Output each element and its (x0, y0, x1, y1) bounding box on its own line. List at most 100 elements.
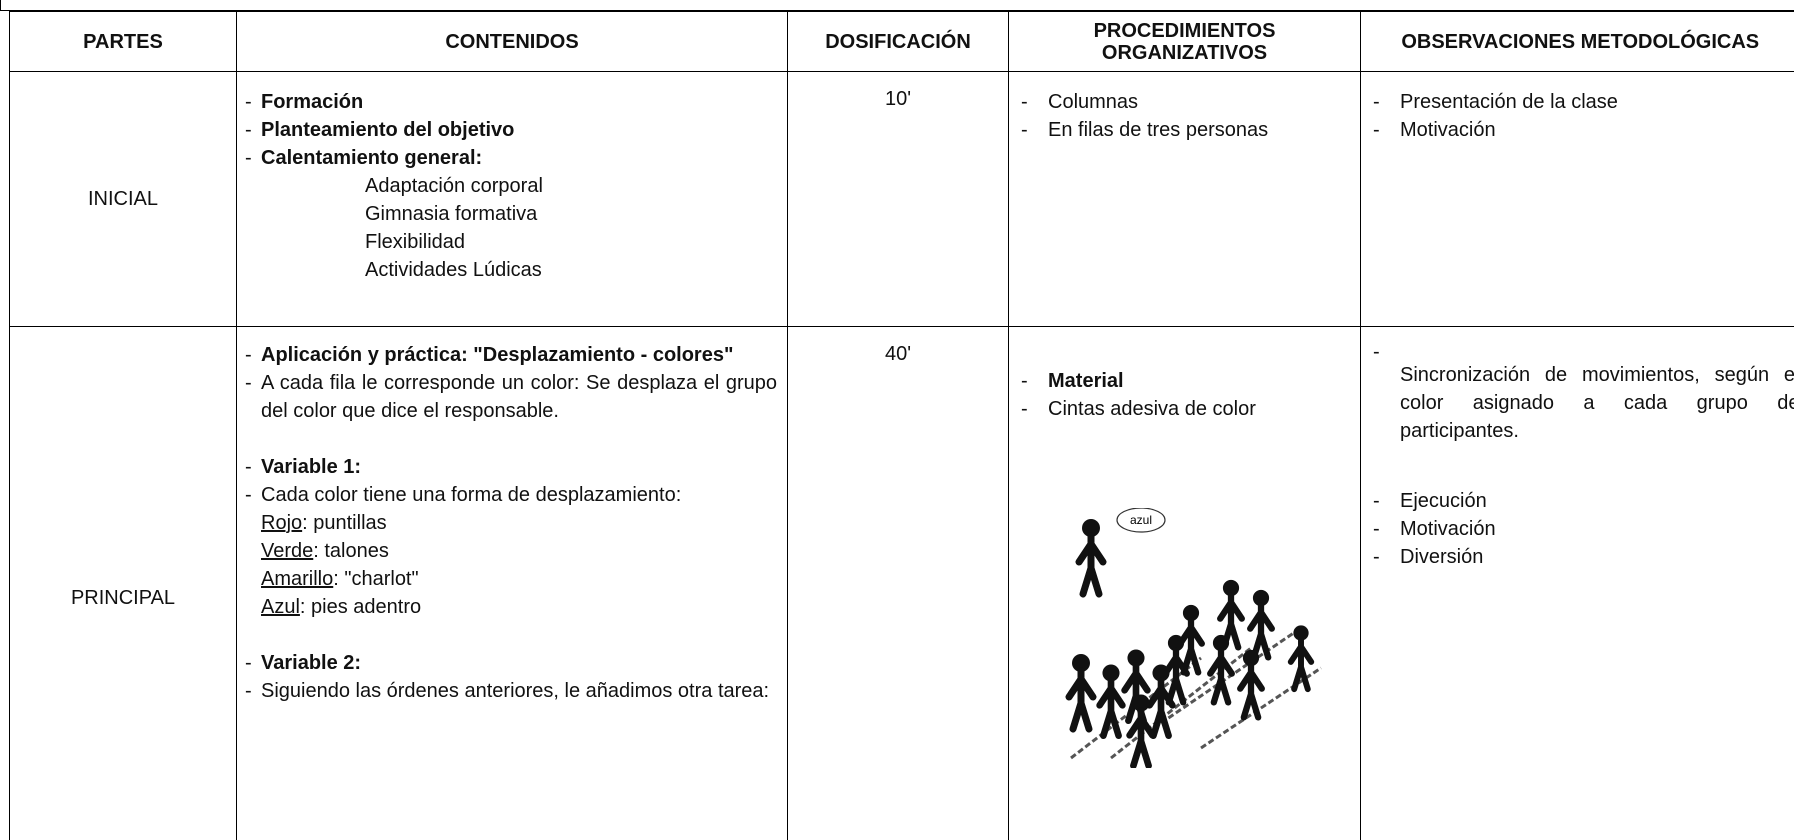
top-rule (0, 10, 1794, 11)
observations-cell: - Sincronización de movimientos, según el… (1360, 326, 1794, 840)
item-text: Cada color tiene una forma de desplazami… (261, 484, 682, 506)
item-text: Cintas adesiva de color (1048, 398, 1256, 420)
figure-head (1152, 664, 1170, 682)
speech-bubble (1116, 508, 1166, 533)
list-marker: - (1373, 341, 1380, 363)
list-item: - Motivación (1373, 116, 1790, 144)
list-item: - Ejecución (1373, 487, 1794, 515)
cell-content: - Material - Cintas adesiva de color azul (1009, 327, 1360, 768)
item-text: Variable 1: (261, 456, 362, 478)
list-item: - Presentación de la clase (1373, 88, 1790, 116)
list-marker: - (1373, 91, 1380, 113)
item-group: - Columnas - En filas de tres personas (1021, 88, 1350, 144)
figure-head (1167, 634, 1185, 652)
contents-cell: - Formación - Planteamiento del objetivo - Ca… (236, 71, 788, 327)
list-marker: - (245, 484, 252, 506)
list-item: Actividades Lúdicas (245, 256, 777, 284)
item-text: Variable 2: (261, 652, 362, 674)
observations-cell: - Presentación de la clase - Motivación (1360, 71, 1794, 327)
list-item: - Planteamiento del objetivo (245, 116, 777, 144)
list-item: - Formación (245, 88, 777, 116)
table-row: PRINCIPAL - Aplicación y práctica: "Despla… (9, 326, 1794, 840)
stick-figure (1247, 589, 1275, 661)
contents-cell: - Aplicación y práctica: "Desplazamiento … (236, 326, 788, 840)
figure-body (1065, 667, 1097, 733)
stick-figure (1207, 634, 1235, 706)
cell-content: - Aplicación y práctica: "Desplazamiento … (237, 327, 787, 705)
list-item: Sincronización de movimientos, según el … (1373, 361, 1794, 445)
item-text: : puntillas (302, 512, 387, 534)
item-text: Actividades Lúdicas (365, 259, 542, 281)
table-row: INICIAL - Formación - Planteamiento del obje… (9, 71, 1794, 327)
floor-tape (1200, 666, 1322, 750)
procedures-cell: - Columnas - En filas de tres personas (1008, 71, 1361, 327)
list-item: - Cintas adesiva de color (1021, 395, 1350, 423)
header-cell: PROCEDIMIENTOS ORGANIZATIVOS (1008, 11, 1361, 72)
list-marker: - (1373, 518, 1380, 540)
item-group: - Formación - Planteamiento del objetivo - Ca… (245, 88, 777, 284)
dosage-cell: 10' (787, 71, 1009, 327)
cell-content: - Columnas - En filas de tres personas (1009, 72, 1360, 144)
item-text: Columnas (1048, 91, 1139, 113)
figure-body (1075, 532, 1107, 598)
list-marker: - (245, 652, 252, 674)
header-cell: CONTENIDOS (236, 11, 788, 72)
illustration: azul (1065, 508, 1322, 768)
figure-head (1082, 519, 1100, 537)
list-item: - Motivación (1373, 515, 1794, 543)
list-item: - En filas de tres personas (1021, 116, 1350, 144)
procedures-cell: - Material - Cintas adesiva de color azul (1008, 326, 1361, 840)
header-row: PARTES CONTENIDOS DOSIFICACIÓN PROCEDIMIENT… (9, 11, 1794, 72)
underlined-term: Amarillo (261, 568, 334, 590)
list-marker: - (245, 119, 252, 141)
item-text: Presentación de la clase (1400, 91, 1618, 113)
item-text: Ejecución (1400, 490, 1487, 512)
item-group: - Variable 1: - Cada color tiene una forma … (245, 453, 777, 621)
item-group: - Variable 2: - Siguiendo las órdenes anter… (245, 649, 777, 705)
header-cell: DOSIFICACIÓN (787, 11, 1009, 72)
figure-head (1222, 579, 1240, 597)
item-group: - Presentación de la clase - Motivación (1373, 88, 1790, 144)
stick-figure (1065, 654, 1097, 733)
figure-head (1242, 649, 1260, 667)
figure-head (1212, 634, 1230, 652)
item-text: Sincronización de movimientos, según el … (1400, 364, 1794, 442)
list-item: - (1373, 341, 1794, 363)
figure-body (1126, 707, 1156, 768)
item-text: Diversión (1400, 546, 1484, 568)
figure-body (1177, 617, 1205, 676)
list-item: Amarillo: "charlot" (245, 565, 777, 593)
list-item: Rojo: puntillas (245, 509, 777, 537)
stick-figure (1126, 694, 1156, 768)
item-text: Siguiendo las órdenes anteriores, le aña… (261, 680, 770, 702)
stick-figure (1075, 519, 1107, 598)
item-group: - Sincronización de movimientos, según el… (1373, 341, 1794, 445)
session-table: PARTES CONTENIDOS DOSIFICACIÓN PROCEDIMIENT… (9, 11, 1794, 840)
figure-head (1072, 654, 1090, 672)
figure-body (1146, 677, 1176, 740)
item-text: Motivación (1400, 518, 1496, 540)
cell-content: - Presentación de la clase - Motivación (1361, 72, 1794, 144)
list-item: - Cada color tiene una forma de desplazam… (245, 481, 777, 509)
item-group: - Material - Cintas adesiva de color (1021, 367, 1350, 423)
list-marker: - (245, 91, 252, 113)
list-marker: - (1021, 398, 1028, 420)
list-item: - Siguiendo las órdenes anteriores, le añ… (245, 677, 777, 705)
list-marker: - (1021, 91, 1028, 113)
item-text: A cada fila le corresponde un color: Se … (261, 372, 777, 422)
figure-head (1127, 649, 1145, 667)
cell-content: - Sincronización de movimientos, según el… (1361, 327, 1794, 571)
underlined-term: Rojo (261, 512, 303, 534)
stick-figure (1162, 634, 1190, 706)
list-item: - Columnas (1021, 88, 1350, 116)
list-marker: - (245, 680, 252, 702)
underlined-term: Azul (261, 596, 300, 618)
item-text: : talones (313, 540, 389, 562)
stick-figure (1237, 649, 1265, 721)
item-text: Flexibilidad (365, 231, 466, 253)
stick-figure (1096, 664, 1126, 740)
underlined-term: Verde (261, 540, 314, 562)
list-marker: - (1373, 490, 1380, 512)
table-body: PARTES CONTENIDOS DOSIFICACIÓN PROCEDIMIENT… (9, 11, 1794, 840)
figure-head (1293, 625, 1309, 641)
